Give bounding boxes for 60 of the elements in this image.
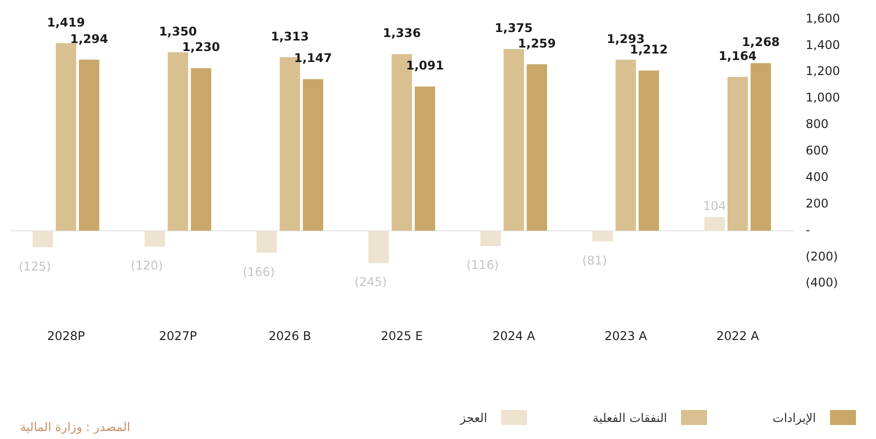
y-tick-label: 1,200 (806, 64, 840, 78)
legend-label: العجز (460, 410, 488, 424)
data-label: (245) (354, 275, 387, 290)
x-tick-label: 2024 A (492, 328, 536, 343)
bar (168, 52, 188, 231)
bar (638, 70, 660, 231)
legend-label: النفقات الفعلية (592, 410, 668, 424)
x-tick-label: 2025 E (380, 328, 423, 343)
y-tick-label: 1,400 (806, 38, 840, 52)
bar (592, 230, 613, 242)
x-tick-label: 2027P (159, 328, 197, 343)
data-label: 104 (703, 199, 726, 214)
data-label: (116) (466, 258, 499, 272)
x-tick-label: 2022 A (716, 328, 760, 343)
bar (302, 79, 324, 231)
bar (414, 86, 436, 231)
data-label: 1,268 (742, 35, 780, 50)
data-label: 1,147 (294, 51, 332, 66)
x-tick-label: 2028P (47, 328, 85, 343)
data-label: 1,294 (70, 32, 108, 46)
legend-label: الإيرادات (772, 410, 816, 424)
y-tick-label: (400) (806, 276, 838, 290)
bar (190, 68, 212, 231)
y-tick-label: 1,600 (806, 11, 840, 26)
bar (480, 230, 501, 246)
y-tick-label: 600 (806, 144, 829, 158)
y-tick-label: 800 (806, 117, 829, 132)
bar (704, 216, 725, 231)
bar (727, 76, 748, 231)
bar (504, 48, 524, 231)
bar (256, 230, 277, 253)
data-label: 1,259 (518, 36, 556, 50)
bar (32, 230, 54, 248)
data-label: 1,350 (158, 24, 197, 38)
data-label: 1,313 (270, 29, 309, 44)
bar (750, 63, 771, 231)
bar (56, 43, 76, 231)
data-label: 1,375 (494, 21, 533, 36)
bar (368, 230, 389, 264)
y-tick-label: 1,000 (806, 90, 840, 105)
data-label: (125) (18, 259, 51, 274)
text: المصدر : وزارة المالية (20, 420, 130, 434)
y-tick-label: 400 (806, 170, 829, 184)
bar (616, 60, 636, 231)
data-label: 1,419 (46, 15, 85, 30)
x-tick-label: 2026 B (268, 328, 312, 343)
y-tick-label: (200) (806, 249, 838, 264)
data-label: 1,164 (718, 48, 757, 63)
bar (144, 230, 165, 247)
bar (526, 64, 548, 231)
y-tick-label: - (806, 222, 810, 237)
y-tick-label: 200 (806, 196, 829, 210)
data-label: 1,336 (382, 26, 421, 40)
data-label: 1,230 (182, 40, 220, 54)
data-label: (81) (582, 254, 607, 268)
data-label: (166) (242, 264, 275, 279)
data-label: (120) (130, 258, 163, 273)
bar (78, 60, 100, 231)
data-label: 1,091 (406, 58, 444, 73)
x-tick-label: 2023 A (604, 328, 648, 343)
